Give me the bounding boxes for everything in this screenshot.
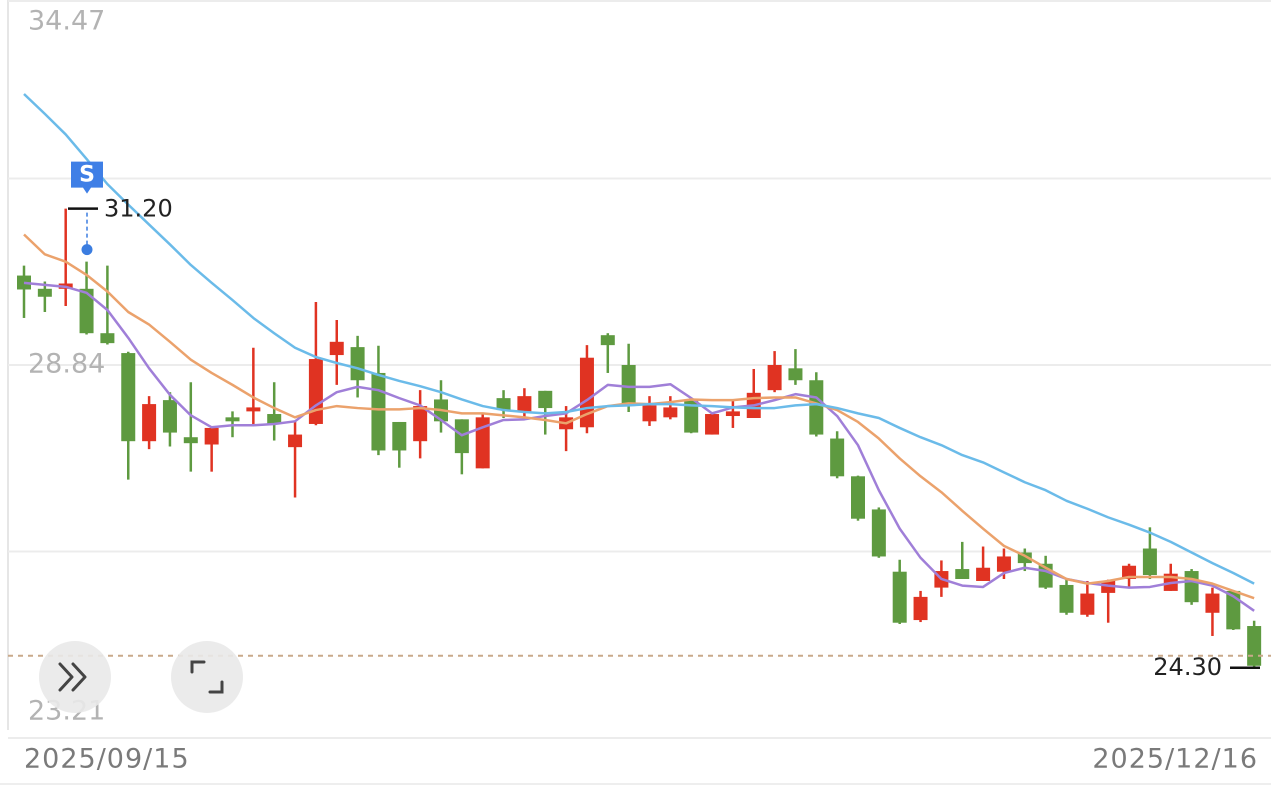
plot: [17, 93, 1262, 668]
candle-body: [37, 288, 52, 297]
candle-body: [809, 380, 824, 435]
candle-body: [1080, 593, 1095, 615]
candle-body: [871, 509, 886, 557]
candle-body: [246, 407, 261, 412]
candle-body: [1184, 571, 1199, 603]
candle-body: [329, 341, 344, 356]
candle-body: [204, 427, 219, 445]
fullscreen-button[interactable]: [171, 641, 243, 713]
candle-body: [267, 414, 282, 424]
candle-body: [496, 398, 511, 411]
high-label: 31.20: [104, 195, 173, 223]
candle-body: [1101, 580, 1116, 593]
candle-body: [308, 359, 323, 424]
candle-body: [475, 417, 490, 469]
fast-forward-button[interactable]: [39, 641, 111, 713]
y-tick-label: 28.84: [28, 349, 105, 380]
candle-body: [538, 390, 553, 409]
candle-body: [142, 404, 157, 442]
candle-body: [955, 569, 970, 579]
candle-body: [663, 407, 678, 418]
signal-badge-text: S: [79, 163, 95, 188]
candle-body: [392, 421, 407, 451]
candle-body: [162, 400, 177, 433]
candle-body: [1142, 548, 1157, 576]
overlay: 34.4728.8423.212025/09/152025/12/1631.20…: [8, 6, 1271, 775]
candle-body: [350, 347, 365, 381]
candle-body: [851, 476, 865, 519]
candle-body: [517, 396, 532, 412]
grid: [8, 0, 1271, 739]
candle-body: [621, 365, 636, 404]
candle-body: [100, 333, 115, 344]
candle-body: [79, 288, 94, 334]
candle-body: [996, 556, 1011, 572]
x-tick-label: 2025/09/15: [24, 744, 190, 775]
candle-body: [600, 335, 615, 346]
candle-body: [684, 400, 699, 433]
candle-body: [413, 406, 428, 442]
candle-body: [725, 411, 740, 417]
signal-badge: [71, 161, 103, 194]
last-label: 24.30: [1153, 653, 1222, 681]
candle-body: [642, 405, 657, 422]
candle-body: [183, 437, 198, 444]
candle-body: [371, 372, 386, 451]
candle-body: [892, 571, 907, 623]
moving-average-line: [23, 281, 1255, 612]
candle-body: [705, 414, 720, 435]
candle-body: [788, 368, 803, 381]
candle-body: [121, 353, 136, 442]
candle-body: [1017, 552, 1032, 564]
candle-body: [767, 365, 782, 391]
moving-average-line: [23, 233, 1255, 600]
candle-body: [976, 567, 991, 581]
moving-average-line: [23, 93, 1255, 585]
candle-body: [830, 438, 845, 477]
candle-body: [1226, 590, 1241, 630]
candle-body: [225, 417, 240, 422]
signal-dot: [81, 244, 93, 256]
candle-body: [1247, 626, 1262, 666]
candle-body: [17, 275, 31, 290]
x-tick-label: 2025/12/16: [1092, 744, 1258, 775]
candle-body: [1122, 565, 1137, 579]
candle-body: [913, 596, 928, 621]
candle-body: [1205, 593, 1220, 613]
candle-body: [1059, 584, 1074, 613]
y-tick-label: 34.47: [28, 6, 105, 37]
candle-body: [288, 434, 303, 448]
